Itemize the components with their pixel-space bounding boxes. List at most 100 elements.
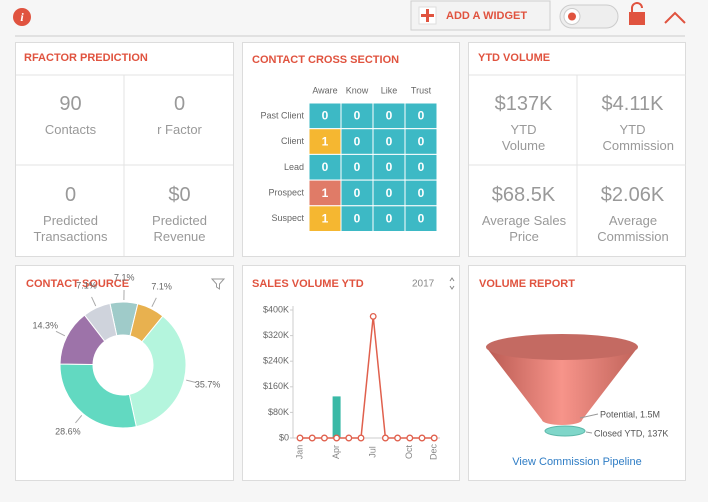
cross-cell: [372, 128, 406, 155]
stat-value: $0: [168, 184, 191, 206]
panel-title: SALES VOLUME YTD: [252, 278, 364, 290]
stat-label: YTD Volume: [501, 122, 546, 153]
add-widget-label[interactable]: ADD A WIDGET: [446, 10, 527, 22]
collapse-chevron[interactable]: [664, 11, 686, 24]
info-icon[interactable]: [13, 8, 31, 26]
slice-label: 35.7%: [195, 380, 221, 390]
stat-value: 0: [64, 184, 77, 206]
cross-value: 0: [418, 211, 425, 225]
cross-cell: [340, 102, 374, 130]
x-tick-label: Dec: [429, 444, 439, 461]
cross-value: 1: [322, 211, 329, 225]
source-panel: [15, 265, 234, 481]
panel-title: VOLUME REPORT: [479, 278, 575, 290]
cross-cell: [308, 179, 342, 207]
point: [296, 434, 304, 442]
cross-value: 0: [354, 109, 361, 123]
cross-cell: [340, 153, 374, 181]
point: [369, 312, 377, 320]
cross-cell: [308, 128, 342, 155]
year-select[interactable]: 2017: [412, 279, 435, 290]
cross-value: 0: [418, 160, 425, 174]
y-tick-label: $400K: [263, 304, 289, 314]
x-tick-label: Oct: [404, 445, 414, 460]
leader: [151, 297, 157, 307]
point: [394, 434, 402, 442]
stat-cell: $68.5K Average Sales Price: [469, 184, 578, 245]
cross-cell: [308, 205, 342, 233]
pie-slice: [128, 315, 187, 428]
cross-value: 1: [322, 186, 329, 200]
cross-cell: [340, 179, 374, 207]
pie-slice: [83, 302, 118, 342]
point: [406, 434, 414, 442]
slice-label: 28.6%: [55, 427, 81, 437]
cross-value: 0: [386, 134, 393, 148]
cross-value: 0: [386, 160, 393, 174]
point: [430, 434, 438, 442]
cross-value: 0: [322, 160, 329, 174]
stat-cell: 0 Predicted Transactions: [16, 184, 125, 245]
point: [418, 434, 426, 442]
stat-cell: 0 r Factor: [125, 93, 234, 138]
leader: [186, 379, 197, 383]
leader: [55, 330, 66, 337]
cross-cell: [404, 205, 438, 233]
stat-label: YTD Commission: [602, 122, 675, 153]
pie-slice: [59, 363, 137, 429]
y-tick-label: $80K: [268, 407, 289, 417]
bar: [332, 396, 341, 438]
stat-value: 0: [173, 93, 186, 115]
year-arrows: [449, 277, 455, 290]
panel-title: YTD VOLUME: [478, 52, 550, 64]
stat-cell: $137K YTD Volume: [469, 93, 578, 154]
cross-cell: [372, 179, 406, 207]
line: [300, 316, 435, 439]
slice-label: 14.3%: [32, 320, 58, 330]
stat-value: $4.11K: [601, 93, 664, 115]
cross-value: 0: [354, 186, 361, 200]
stat-label: Predicted Transactions: [33, 213, 108, 244]
x-tick-label: Apr: [331, 445, 341, 459]
stat-label: Average Sales Price: [481, 213, 567, 244]
column-header: Trust: [411, 85, 432, 95]
svg-text:i: i: [20, 10, 24, 24]
row-label: Lead: [284, 162, 304, 172]
cross-cell: [372, 102, 406, 130]
cross-value: 0: [386, 186, 393, 200]
column-header: Aware: [312, 85, 337, 95]
stat-label: Predicted Revenue: [152, 213, 207, 244]
stat-value: $137K: [494, 93, 553, 115]
stat-value: $2.06K: [600, 184, 665, 206]
lock-icon[interactable]: [629, 2, 645, 25]
row-label: Past Client: [260, 110, 304, 120]
row-label: Prospect: [268, 187, 304, 197]
stat-cell: $0 Predicted Revenue: [125, 184, 234, 245]
stat-value: $68.5K: [491, 184, 556, 206]
cross-cell: [404, 128, 438, 155]
point: [333, 434, 341, 442]
x-tick-label: Jan: [294, 445, 304, 460]
panel-title: CONTACT SOURCE: [26, 278, 129, 290]
leader: [91, 296, 97, 307]
row-label: Suspect: [271, 213, 304, 223]
row-label: Client: [281, 136, 305, 146]
column-header: Like: [381, 85, 398, 95]
leader: [75, 414, 83, 424]
funnel: [486, 334, 638, 437]
cross-value: 0: [418, 186, 425, 200]
point: [320, 434, 328, 442]
y-tick-label: $0: [279, 432, 289, 442]
cross-value: 1: [322, 134, 329, 148]
stat-label: Average Commission: [597, 213, 669, 244]
stat-cell: $4.11K YTD Commission: [578, 93, 687, 154]
cross-cell: [404, 153, 438, 181]
cross-cell: [404, 102, 438, 130]
filter-icon[interactable]: [210, 278, 226, 290]
stat-cell: 90 Contacts: [16, 93, 125, 138]
point: [381, 434, 389, 442]
pipeline-link[interactable]: View Commission Pipeline: [512, 456, 641, 468]
cross-cell: [340, 128, 374, 155]
